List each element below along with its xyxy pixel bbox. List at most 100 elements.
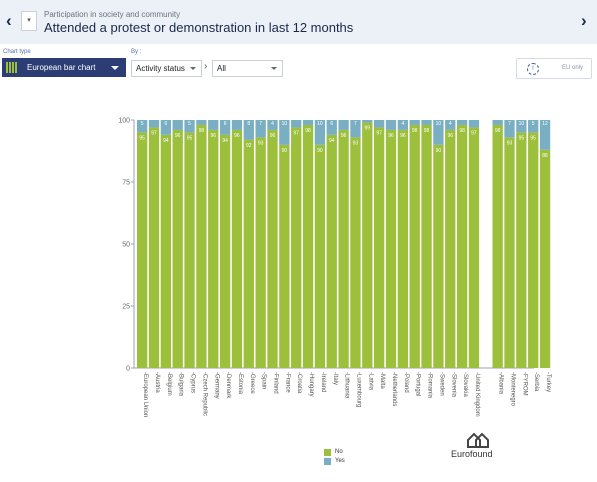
- x-tick-label: -FYROM: [521, 372, 527, 396]
- x-tick-label: -Belgium: [166, 372, 172, 396]
- bar-no: [445, 129, 456, 368]
- bar-no: [504, 137, 515, 368]
- x-tick-label: -Estonia: [237, 372, 243, 395]
- bar-no: [433, 144, 444, 368]
- bar-no: [421, 124, 432, 369]
- bar-yes: [456, 120, 468, 125]
- eu-only-toggle[interactable]: ! EU only: [516, 58, 592, 79]
- bar-no: [172, 129, 183, 368]
- bar-no: [231, 129, 243, 368]
- legend-label-yes: Yes: [335, 458, 345, 464]
- next-arrow-icon[interactable]: ›: [581, 11, 587, 30]
- data-label-no: 90: [436, 148, 442, 154]
- bar-no: [255, 137, 266, 368]
- bar-no: [468, 127, 480, 368]
- bar-yes: [160, 120, 171, 135]
- data-label-yes: 4: [449, 121, 452, 127]
- data-label-no: 97: [293, 130, 299, 136]
- data-label-no: 92: [246, 143, 252, 149]
- bar-no: [362, 122, 373, 368]
- bar-yes: [148, 120, 160, 128]
- data-label-yes: 5: [188, 121, 191, 127]
- bar-yes: [433, 120, 444, 145]
- chevron-down-icon: ▾: [27, 17, 31, 24]
- bar-no: [492, 124, 503, 369]
- bar-yes: [516, 120, 527, 133]
- filter-value: All: [217, 64, 226, 73]
- legend-swatch-yes: [324, 458, 331, 465]
- data-label-yes: 4: [401, 121, 404, 127]
- caret-down-icon: [111, 66, 119, 70]
- data-label-yes: 5: [532, 121, 535, 127]
- bar-no: [456, 124, 468, 369]
- page-title: Attended a protest or demonstration in l…: [44, 20, 354, 35]
- legend-label-no: No: [335, 449, 343, 455]
- x-tick-label: -Sweden: [438, 372, 444, 396]
- x-tick-label: -Turkey: [545, 372, 551, 392]
- data-label-no: 93: [353, 140, 359, 146]
- eurofound-logo-text: Eurofound: [451, 449, 493, 459]
- data-label-no: 96: [400, 133, 406, 139]
- data-label-no: 97: [471, 130, 477, 136]
- data-label-no: 98: [305, 128, 311, 134]
- x-tick-label: -Austria: [154, 372, 160, 393]
- eurofound-logo-icon: [467, 432, 489, 448]
- x-tick-label: -Slovakia: [462, 372, 468, 397]
- bar-no: [385, 129, 397, 368]
- x-tick-label: -Finland: [273, 372, 279, 394]
- x-tick-label: -France: [284, 372, 290, 393]
- x-tick-label: -Italy: [332, 372, 338, 385]
- y-tick-label: 0: [126, 366, 130, 373]
- bar-no: [528, 132, 539, 368]
- x-tick-label: -United Kingdom: [474, 372, 480, 417]
- data-label-yes: 10: [519, 121, 525, 127]
- chart-type-value: European bar chart: [27, 63, 96, 72]
- x-tick-label: -Netherlands: [391, 372, 397, 406]
- bar-no: [137, 132, 148, 368]
- bar-yes: [279, 120, 290, 145]
- data-label-no: 95: [519, 135, 525, 141]
- bar-no: [184, 132, 195, 368]
- data-label-no: 96: [210, 133, 216, 139]
- chart-type-select[interactable]: European bar chart: [2, 58, 126, 77]
- previous-arrow-icon[interactable]: ‹: [6, 11, 12, 30]
- data-label-no: 96: [175, 133, 181, 139]
- data-label-yes: 10: [436, 121, 442, 127]
- x-tick-label: -Czech Republic: [201, 372, 207, 416]
- chart-type-label: Chart type: [3, 49, 31, 55]
- bar-yes: [231, 120, 243, 130]
- data-label-no: 88: [542, 153, 548, 159]
- x-tick-label: -Malta: [379, 372, 385, 389]
- bar-no: [350, 137, 361, 368]
- header-bar: ‹ ▾ Participation in society and communi…: [0, 0, 597, 44]
- bar-yes: [291, 120, 302, 128]
- bar-yes: [137, 120, 148, 133]
- x-tick-label: -Hungary: [308, 372, 314, 397]
- bar-yes: [326, 120, 337, 135]
- bar-yes: [196, 120, 207, 125]
- bar-yes: [314, 120, 326, 145]
- data-label-no: 90: [282, 148, 288, 154]
- indicator-dropdown-button[interactable]: ▾: [21, 11, 37, 31]
- data-label-no: 97: [151, 130, 157, 136]
- data-label-no: 98: [495, 128, 501, 134]
- bar-no: [397, 129, 408, 368]
- eu-only-label: EU only: [562, 65, 584, 71]
- bar-yes: [385, 120, 397, 130]
- y-tick-label: 100: [118, 118, 130, 125]
- data-label-yes: 10: [282, 121, 288, 127]
- x-tick-label: -Denmark: [225, 372, 231, 399]
- bar-yes: [528, 120, 539, 133]
- y-tick-label: 50: [122, 242, 130, 249]
- bar-yes: [504, 120, 515, 138]
- x-tick-label: -Romania: [427, 372, 433, 399]
- x-tick-label: -Serbia: [533, 372, 539, 392]
- data-label-yes: 5: [141, 121, 144, 127]
- bar-no: [374, 127, 385, 368]
- bar-no: [338, 129, 349, 368]
- data-label-no: 95: [139, 135, 145, 141]
- page-subtitle: Participation in society and community: [44, 10, 181, 19]
- breakdown-select[interactable]: Activity status: [131, 60, 202, 77]
- filter-select[interactable]: All: [212, 60, 283, 77]
